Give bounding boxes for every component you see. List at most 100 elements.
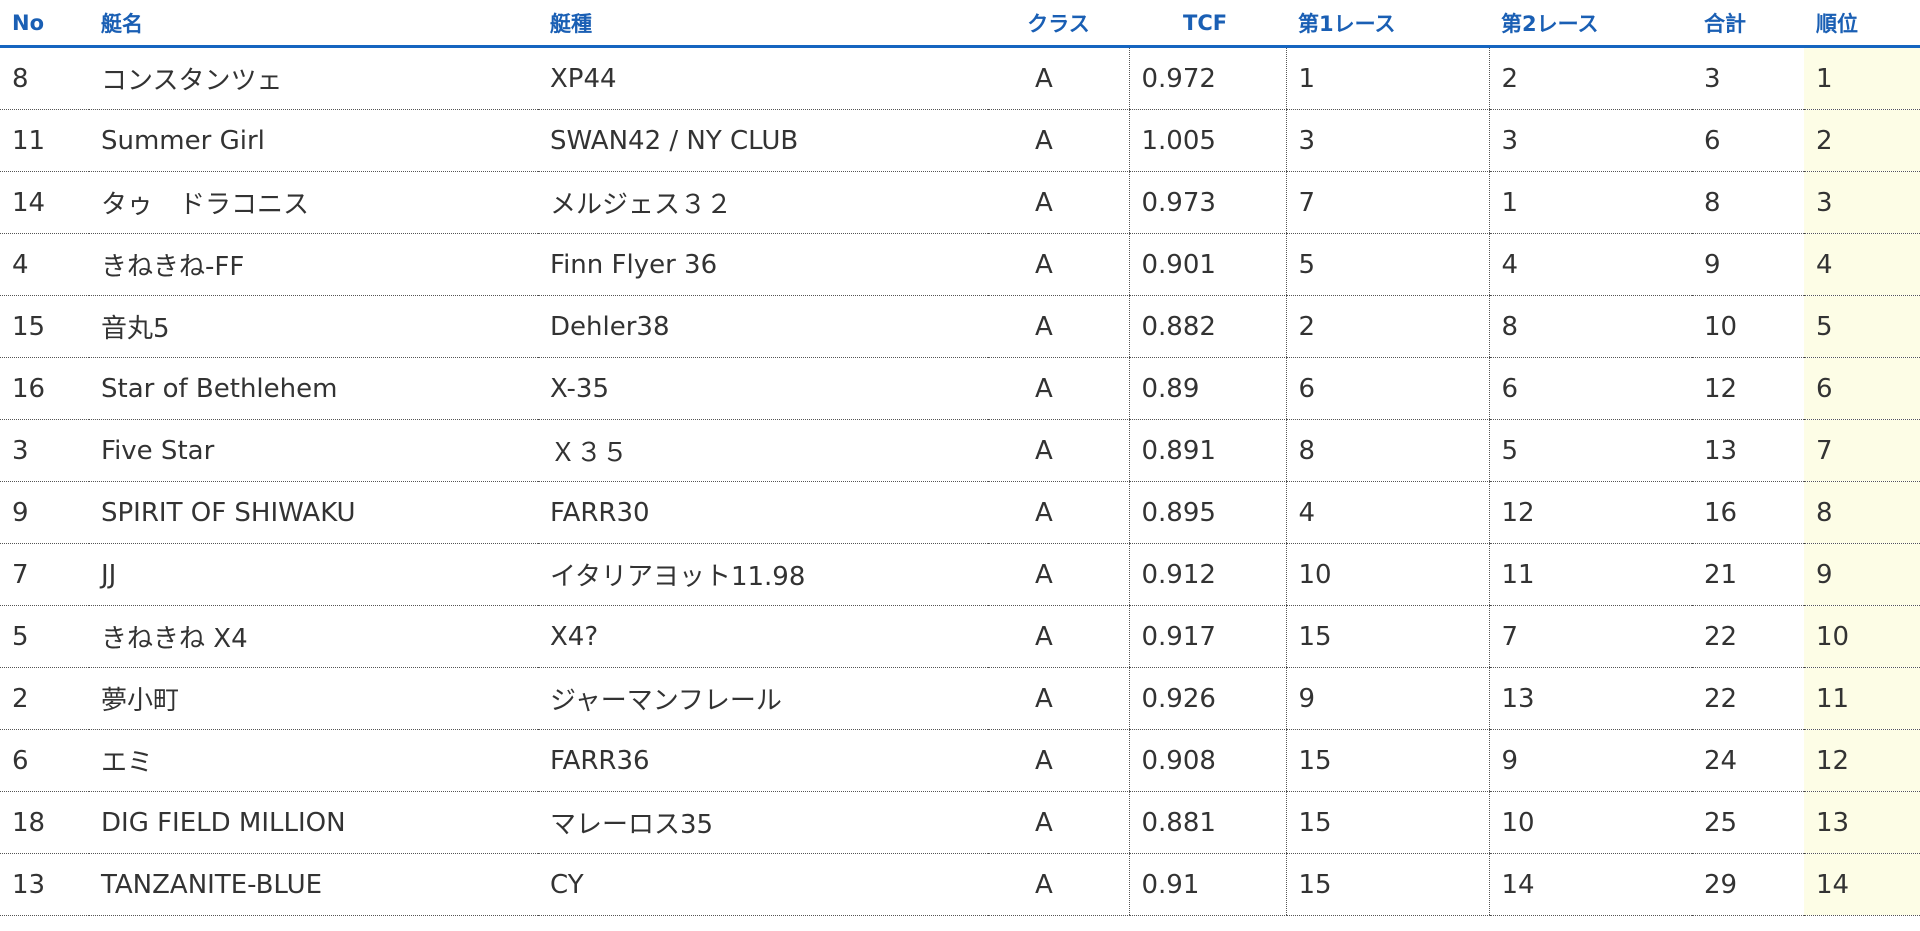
cell-class: A <box>988 357 1129 420</box>
cell-no: 15 <box>0 295 89 358</box>
cell-boat-type: イタリアヨット11.98 <box>538 543 988 606</box>
cell-tcf: 1.005 <box>1128 109 1286 172</box>
cell-no: 16 <box>0 357 89 420</box>
header-race2[interactable]: 第2レース <box>1489 0 1692 48</box>
cell-rank: 2 <box>1804 109 1920 172</box>
table-row: 6 エミ FARR36 A 0.908 15 9 24 12 <box>0 729 1920 792</box>
cell-tcf: 0.912 <box>1128 543 1286 606</box>
cell-class: A <box>988 109 1129 172</box>
cell-race2: 6 <box>1488 357 1692 420</box>
table-row: 7 JJ イタリアヨット11.98 A 0.912 10 11 21 9 <box>0 543 1920 606</box>
cell-boat-name: Five Star <box>89 419 538 482</box>
cell-total: 6 <box>1692 109 1804 172</box>
cell-race1: 15 <box>1285 853 1489 916</box>
cell-total: 12 <box>1692 357 1804 420</box>
table-row: 9 SPIRIT OF SHIWAKU FARR30 A 0.895 4 12 16 8 <box>0 481 1920 544</box>
header-type[interactable]: 艇種 <box>538 0 988 48</box>
cell-rank: 13 <box>1804 791 1920 854</box>
cell-class: A <box>988 605 1129 668</box>
table-row: 8 コンスタンツェ XP44 A 0.972 1 2 3 1 <box>0 46 1920 110</box>
cell-race2: 7 <box>1488 605 1692 668</box>
table-row: 13 TANZANITE-BLUE CY A 0.91 15 14 29 14 <box>0 853 1920 916</box>
results-table-body: 8 コンスタンツェ XP44 A 0.972 1 2 3 1 11 Summer Girl SWAN4… <box>0 46 1920 916</box>
table-row: 3 Five Star Ｘ３５ A 0.891 8 5 13 7 <box>0 419 1920 482</box>
table-row: 18 DIG FIELD MILLION マレーロス35 A 0.881 15 10 25 13 <box>0 791 1920 854</box>
cell-boat-type: マレーロス35 <box>538 791 988 854</box>
cell-boat-type: ジャーマンフレール <box>538 667 988 730</box>
cell-no: 7 <box>0 543 89 606</box>
cell-boat-name: コンスタンツェ <box>89 46 538 110</box>
cell-no: 11 <box>0 109 89 172</box>
cell-class: A <box>988 543 1129 606</box>
cell-boat-name: Summer Girl <box>89 109 538 172</box>
cell-total: 9 <box>1692 233 1804 296</box>
header-tcf[interactable]: TCF <box>1129 0 1286 48</box>
header-no[interactable]: No <box>0 0 89 48</box>
cell-class: A <box>988 481 1129 544</box>
cell-tcf: 0.917 <box>1128 605 1286 668</box>
cell-race2: 14 <box>1488 853 1692 916</box>
cell-total: 10 <box>1692 295 1804 358</box>
cell-total: 24 <box>1692 729 1804 792</box>
cell-race2: 13 <box>1488 667 1692 730</box>
table-row: 4 きねきね-FF Finn Flyer 36 A 0.901 5 4 9 4 <box>0 233 1920 296</box>
table-row: 11 Summer Girl SWAN42 / NY CLUB A 1.005 3 3 6 2 <box>0 109 1920 172</box>
cell-rank: 12 <box>1804 729 1920 792</box>
cell-boat-type: FARR30 <box>538 481 988 544</box>
cell-no: 5 <box>0 605 89 668</box>
table-row: 16 Star of Bethlehem X-35 A 0.89 6 6 12 6 <box>0 357 1920 420</box>
cell-class: A <box>988 295 1129 358</box>
cell-boat-name: きねきね-FF <box>89 233 538 296</box>
cell-rank: 10 <box>1804 605 1920 668</box>
cell-class: A <box>988 233 1129 296</box>
header-rank[interactable]: 順位 <box>1804 0 1920 48</box>
cell-boat-name: SPIRIT OF SHIWAKU <box>89 481 538 544</box>
cell-no: 4 <box>0 233 89 296</box>
cell-rank: 11 <box>1804 667 1920 730</box>
cell-race1: 5 <box>1285 233 1489 296</box>
cell-rank: 9 <box>1804 543 1920 606</box>
cell-race1: 8 <box>1285 419 1489 482</box>
cell-tcf: 0.895 <box>1128 481 1286 544</box>
cell-class: A <box>988 791 1129 854</box>
cell-boat-name: 音丸5 <box>89 295 538 358</box>
cell-class: A <box>988 729 1129 792</box>
cell-race1: 9 <box>1285 667 1489 730</box>
cell-class: A <box>988 853 1129 916</box>
header-name[interactable]: 艇名 <box>89 0 538 48</box>
cell-boat-type: FARR36 <box>538 729 988 792</box>
table-row: 5 きねきね X4 X4? A 0.917 15 7 22 10 <box>0 605 1920 668</box>
cell-boat-name: エミ <box>89 729 538 792</box>
cell-total: 29 <box>1692 853 1804 916</box>
table-row: 2 夢小町 ジャーマンフレール A 0.926 9 13 22 11 <box>0 667 1920 730</box>
cell-tcf: 0.973 <box>1128 171 1286 234</box>
header-race1[interactable]: 第1レース <box>1286 0 1489 48</box>
cell-race2: 2 <box>1488 46 1692 110</box>
cell-rank: 4 <box>1804 233 1920 296</box>
cell-rank: 3 <box>1804 171 1920 234</box>
cell-tcf: 0.89 <box>1128 357 1286 420</box>
cell-race2: 1 <box>1488 171 1692 234</box>
cell-race2: 9 <box>1488 729 1692 792</box>
cell-class: A <box>988 667 1129 730</box>
cell-race2: 8 <box>1488 295 1692 358</box>
results-table-header: No 艇名 艇種 クラス TCF 第1レース 第2レース 合計 順位 <box>0 0 1920 48</box>
cell-no: 3 <box>0 419 89 482</box>
header-total[interactable]: 合計 <box>1692 0 1804 48</box>
cell-race1: 7 <box>1285 171 1489 234</box>
header-row: No 艇名 艇種 クラス TCF 第1レース 第2レース 合計 順位 <box>0 0 1920 48</box>
cell-race1: 15 <box>1285 729 1489 792</box>
cell-total: 13 <box>1692 419 1804 482</box>
cell-tcf: 0.881 <box>1128 791 1286 854</box>
cell-boat-type: CY <box>538 853 988 916</box>
cell-race1: 15 <box>1285 605 1489 668</box>
cell-boat-type: メルジェス３２ <box>538 171 988 234</box>
cell-class: A <box>988 46 1129 110</box>
cell-total: 3 <box>1692 46 1804 110</box>
cell-boat-name: タゥ ドラコニス <box>89 171 538 234</box>
cell-rank: 14 <box>1804 853 1920 916</box>
cell-tcf: 0.972 <box>1128 46 1286 110</box>
cell-boat-name: Star of Bethlehem <box>89 357 538 420</box>
cell-boat-type: X-35 <box>538 357 988 420</box>
header-class[interactable]: クラス <box>988 0 1129 48</box>
